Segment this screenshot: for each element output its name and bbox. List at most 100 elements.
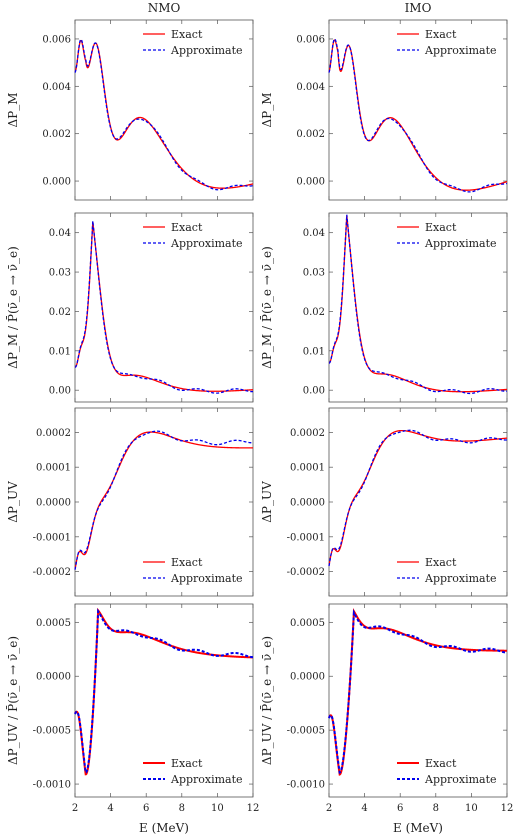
y-axis-label: ΔP_UV / P̄(ν̄_e → ν̄_e) [259, 636, 274, 765]
y-tick-label: -0.0005 [287, 726, 325, 737]
panel-6: -0.0002 -0.0001 0.0000 0.0001 0.0002 ΔP_UV Exa… [260, 407, 508, 597]
legend-approximate-label: Approximate [170, 44, 243, 57]
y-tick-label: 0.004 [296, 82, 325, 93]
y-tick-label: 0.006 [42, 34, 71, 45]
panels: 0.0000.0020.0040.006ΔP_MExactApproximate… [5, 19, 514, 814]
y-axis-label: ΔP_M [6, 92, 20, 127]
y-tick-label: 0.002 [42, 129, 71, 140]
series-approximate-line [74, 430, 254, 570]
x-tick-label: 6 [397, 803, 403, 814]
column-title-imo: IMO [405, 1, 432, 15]
y-tick-label: 0.03 [49, 268, 71, 279]
y-tick-label: 0.000 [296, 177, 325, 188]
series-exact-line [328, 608, 507, 776]
y-tick-label: 0.0001 [290, 463, 325, 474]
legend-approximate-label: Approximate [170, 237, 243, 250]
y-tick-label: 0.0000 [36, 672, 71, 683]
y-tick-label: 0.004 [42, 82, 71, 93]
y-tick-label: 0.04 [303, 228, 325, 239]
panel-2: 0.000 0.002 0.004 0.006 ΔP_M Exact Approximate [260, 19, 508, 201]
y-tick-label: 0.0005 [36, 618, 71, 629]
y-tick-label: 0.0002 [36, 428, 71, 439]
column-title-nmo: NMO [148, 1, 181, 15]
plot-frame [328, 407, 508, 597]
y-axis-label: ΔP_M / P̄(ν̄_e → ν̄_e) [259, 246, 274, 369]
series-approximate-line [74, 38, 254, 191]
legend-approximate-label: Approximate [424, 44, 497, 57]
y-tick-label: 0.000 [42, 177, 71, 188]
panel-8: -0.0010 -0.0005 0.0000 0.0005 2 4 6 8 10 12 ΔP_UV … [259, 603, 514, 814]
y-tick-label: 0.006 [296, 34, 325, 45]
panel-7: -0.0010 -0.0005 0.0000 0.0005 2 4 6 8 10 12 ΔP_UV … [5, 603, 260, 814]
plot-frame [74, 19, 254, 201]
series-exact-line [328, 215, 508, 393]
plot-frame [74, 407, 254, 597]
series-exact-line [74, 221, 254, 392]
y-axis-label: ΔP_UV [6, 481, 20, 523]
x-tick-label: 2 [72, 803, 78, 814]
y-tick-label: -0.0001 [287, 532, 325, 543]
series-approximate-line [328, 429, 508, 567]
y-tick-label: 0.0005 [290, 618, 325, 629]
x-axis-label-imo: E (MeV) [393, 821, 443, 835]
x-tick-label: 4 [107, 803, 113, 814]
y-axis-label: ΔP_UV [260, 481, 274, 523]
legend-approximate-label: Approximate [424, 773, 497, 786]
y-tick-label: 0.0000 [290, 672, 325, 683]
plot-frame [328, 212, 508, 403]
y-tick-label: 0.00 [303, 386, 325, 397]
y-tick-label: 0.00 [49, 386, 71, 397]
x-tick-label: 10 [465, 803, 478, 814]
y-tick-label: 0.0001 [36, 463, 71, 474]
series-exact-line [74, 431, 253, 570]
y-axis-label: ΔP_M [260, 92, 274, 127]
x-tick-label: 12 [501, 803, 514, 814]
y-tick-label: 0.01 [303, 346, 325, 357]
y-tick-label: 0.01 [49, 346, 71, 357]
legend-exact-label: Exact [171, 757, 203, 770]
panel-3: 0.00 0.01 0.02 0.03 0.04 ΔP_M / P̄(ν̄_e → ν̄_… [5, 212, 254, 403]
legend-exact-label: Exact [425, 556, 457, 569]
y-tick-label: -0.0005 [33, 726, 71, 737]
y-tick-label: 0.002 [296, 129, 325, 140]
legend-approximate-label: Approximate [424, 237, 497, 250]
y-tick-label: -0.0010 [287, 780, 325, 791]
plot-frame [328, 603, 508, 798]
x-tick-label: 12 [247, 803, 260, 814]
plot-frame [74, 212, 254, 403]
legend-exact-label: Exact [171, 556, 203, 569]
x-tick-label: 10 [211, 803, 224, 814]
x-tick-label: 8 [179, 803, 185, 814]
y-tick-label: -0.0010 [33, 780, 71, 791]
y-tick-label: 0.02 [303, 307, 325, 318]
plot-frame [328, 19, 508, 201]
series-exact-line [74, 607, 254, 776]
y-tick-label: 0.04 [49, 228, 71, 239]
legend-exact-label: Exact [425, 221, 457, 234]
series-exact-line [328, 429, 508, 566]
series-exact-line [74, 39, 254, 189]
series-approximate-line [74, 608, 254, 774]
legend-exact-label: Exact [425, 28, 457, 41]
series-approximate-line [328, 38, 508, 193]
x-tick-label: 6 [143, 803, 149, 814]
legend-approximate-label: Approximate [424, 572, 497, 585]
x-tick-label: 8 [433, 803, 439, 814]
legend-approximate-label: Approximate [170, 773, 243, 786]
y-tick-label: 0.03 [303, 268, 325, 279]
legend-exact-label: Exact [171, 28, 203, 41]
y-tick-label: 0.0000 [290, 498, 325, 509]
y-axis-label: ΔP_M / P̄(ν̄_e → ν̄_e) [5, 246, 20, 369]
y-tick-label: -0.0002 [287, 567, 325, 578]
y-tick-label: 0.0000 [36, 498, 71, 509]
x-axis-label-nmo: E (MeV) [139, 821, 189, 835]
series-exact-line [328, 39, 508, 191]
y-tick-label: 0.02 [49, 307, 71, 318]
series-approximate-line [74, 220, 253, 394]
y-axis-label: ΔP_UV / P̄(ν̄_e → ν̄_e) [5, 636, 20, 765]
legend-exact-label: Exact [425, 757, 457, 770]
y-tick-label: -0.0002 [33, 567, 71, 578]
y-tick-label: -0.0001 [33, 532, 71, 543]
panel-4: 0.00 0.01 0.02 0.03 0.04 ΔP_M / P̄(ν̄_e → ν̄_… [259, 212, 508, 403]
